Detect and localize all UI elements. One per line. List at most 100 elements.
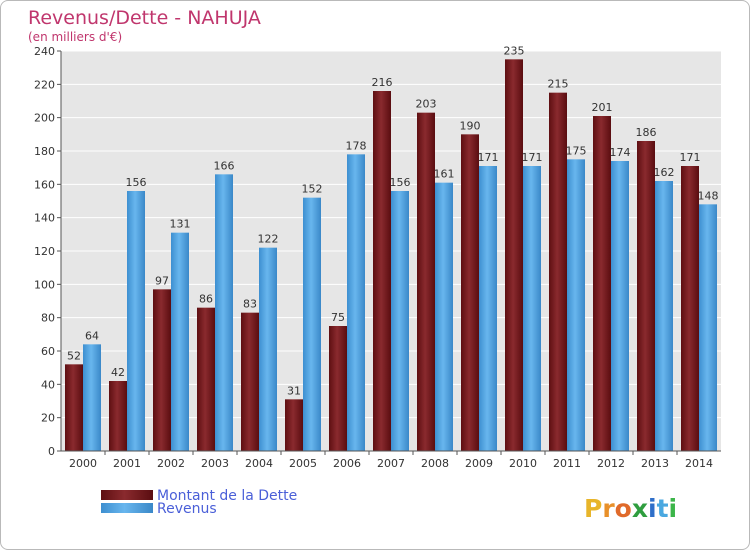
legend-label-revenus: Revenus — [157, 501, 217, 517]
data-label: 31 — [287, 384, 301, 397]
data-label: 156 — [126, 176, 147, 189]
data-label: 122 — [258, 233, 279, 246]
logo-letter: r — [602, 494, 615, 523]
y-tick-label: 180 — [34, 145, 55, 158]
data-label: 174 — [610, 146, 631, 159]
bar-dette — [153, 289, 171, 451]
chart-title: Revenus/Dette - NAHUJA — [28, 7, 261, 29]
data-label: 215 — [548, 78, 569, 91]
data-label: 97 — [155, 274, 169, 287]
y-tick-label: 200 — [34, 112, 55, 125]
data-label: 86 — [199, 293, 213, 306]
data-label: 203 — [416, 98, 437, 111]
bar-revenus — [479, 166, 497, 451]
bar-revenus — [435, 182, 453, 451]
logo-letter: x — [632, 494, 648, 523]
bar-revenus — [611, 161, 629, 451]
x-tick-label: 2006 — [333, 457, 361, 470]
x-tick-label: 2012 — [597, 457, 625, 470]
data-label: 186 — [636, 126, 657, 139]
bar-revenus — [127, 191, 145, 451]
data-label: 235 — [504, 44, 525, 57]
data-label: 166 — [214, 159, 235, 172]
bar-revenus — [523, 166, 541, 451]
bar-dette — [461, 134, 479, 452]
data-label: 171 — [680, 151, 701, 164]
bar-dette — [241, 312, 259, 451]
x-tick-label: 2002 — [157, 457, 185, 470]
data-label: 161 — [434, 168, 455, 181]
x-tick-label: 2004 — [245, 457, 273, 470]
y-tick-label: 20 — [41, 412, 55, 425]
y-tick-label: 160 — [34, 178, 55, 191]
x-tick-label: 2007 — [377, 457, 405, 470]
x-tick-label: 2014 — [685, 457, 713, 470]
y-tick-label: 120 — [34, 245, 55, 258]
bar-revenus — [171, 232, 189, 451]
data-label: 152 — [302, 183, 323, 196]
bar-revenus — [699, 204, 717, 451]
bar-dette — [329, 326, 347, 451]
data-label: 201 — [592, 101, 613, 114]
legend-swatch-revenus — [101, 503, 153, 513]
x-tick-label: 2005 — [289, 457, 317, 470]
bar-revenus — [655, 181, 673, 451]
data-label: 171 — [478, 151, 499, 164]
x-tick-label: 2011 — [553, 457, 581, 470]
x-tick-label: 2008 — [421, 457, 449, 470]
logo-letter: i — [669, 494, 678, 523]
data-label: 156 — [390, 176, 411, 189]
bar-dette — [681, 166, 699, 451]
bar-dette — [593, 116, 611, 451]
logo-letter: P — [584, 494, 602, 523]
bar-dette — [373, 91, 391, 451]
data-label: 171 — [522, 151, 543, 164]
y-tick-label: 240 — [34, 45, 55, 58]
y-tick-label: 80 — [41, 312, 55, 325]
y-tick-label: 100 — [34, 278, 55, 291]
x-tick-label: 2003 — [201, 457, 229, 470]
bar-revenus — [567, 159, 585, 452]
x-tick-label: 2010 — [509, 457, 537, 470]
bar-revenus — [83, 344, 101, 451]
y-tick-label: 0 — [48, 445, 55, 458]
x-tick-label: 2009 — [465, 457, 493, 470]
bar-dette — [65, 364, 83, 451]
data-label: 52 — [67, 349, 81, 362]
data-label: 42 — [111, 366, 125, 379]
data-label: 64 — [85, 329, 99, 342]
proxiti-logo: Proxiti — [584, 494, 677, 523]
bar-dette — [637, 141, 655, 451]
x-tick-label: 2013 — [641, 457, 669, 470]
data-label: 75 — [331, 311, 345, 324]
legend-label-dette: Montant de la Dette — [157, 488, 297, 504]
bar-revenus — [347, 154, 365, 452]
bar-dette — [549, 92, 567, 452]
data-label: 178 — [346, 139, 367, 152]
bar-dette — [197, 307, 215, 451]
y-tick-label: 60 — [41, 345, 55, 358]
bar-dette — [505, 59, 523, 451]
y-axis: 0 20 40 60 80 100 120 140 160 180 200 220 240 — [34, 45, 62, 458]
bar-revenus — [259, 247, 277, 451]
x-tick-label: 2000 — [69, 457, 97, 470]
x-tick-label: 2001 — [113, 457, 141, 470]
data-label: 175 — [566, 144, 587, 157]
data-label: 131 — [170, 218, 191, 231]
bar-dette — [109, 381, 127, 451]
legend-swatch-dette — [101, 490, 153, 500]
logo-letter: t — [657, 494, 669, 523]
data-label: 216 — [372, 76, 393, 89]
data-label: 162 — [654, 166, 675, 179]
bar-dette — [285, 399, 303, 451]
logo-letter: i — [648, 494, 657, 523]
logo-letter: o — [615, 494, 632, 523]
bars — [65, 59, 717, 452]
y-tick-label: 40 — [41, 378, 55, 391]
data-labels: 52 64 42 156 97 131 86 166 83 122 31 152 75 178 216 156… — [67, 44, 719, 397]
y-tick-label: 140 — [34, 212, 55, 225]
x-axis: 2000 2001 2002 2003 2004 2005 2006 2007 2008 2009… — [61, 450, 721, 470]
bar-revenus — [391, 191, 409, 451]
